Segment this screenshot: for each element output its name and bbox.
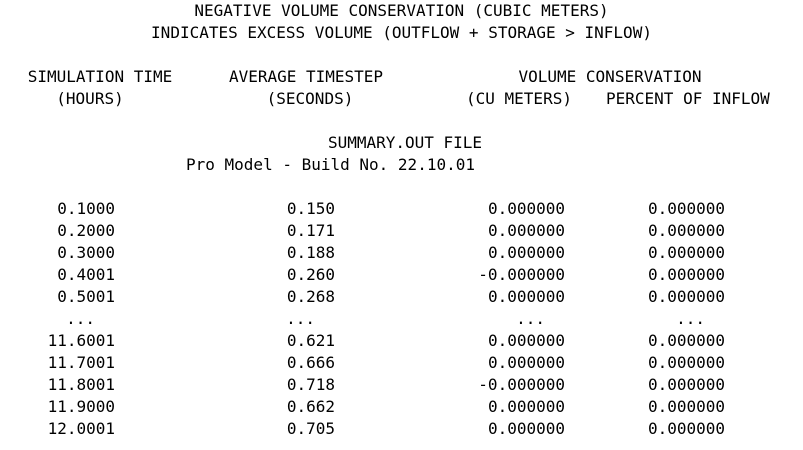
cell-sim-time: 11.8001 (47, 375, 115, 394)
cell-avg-timestep: 0.188 (286, 243, 335, 262)
cell-volume-cu-meters: 0.000000 (487, 243, 565, 262)
cell-avg-timestep: ... (286, 309, 315, 328)
sim-time-unit: (HOURS) (56, 89, 124, 108)
cell-avg-timestep: 0.662 (286, 397, 335, 416)
file-name: SUMMARY.OUT FILE (327, 133, 483, 152)
report-title-line-1: NEGATIVE VOLUME CONSERVATION (CUBIC METE… (194, 1, 609, 20)
percent-inflow-unit: PERCENT OF INFLOW (606, 89, 770, 108)
cell-percent-inflow: 0.000000 (647, 199, 725, 218)
cell-percent-inflow: 0.000000 (647, 331, 725, 350)
cell-sim-time: 11.9000 (47, 397, 115, 416)
cell-avg-timestep: 0.260 (286, 265, 335, 284)
cell-volume-cu-meters: -0.000000 (478, 375, 565, 394)
sim-time-header: SIMULATION TIME (27, 67, 173, 86)
cell-percent-inflow: 0.000000 (647, 287, 725, 306)
cell-avg-timestep: 0.150 (286, 199, 335, 218)
cell-avg-timestep: 0.268 (286, 287, 335, 306)
report-title-line-2: INDICATES EXCESS VOLUME (OUTFLOW + STORA… (151, 23, 652, 42)
avg-timestep-header: AVERAGE TIMESTEP (228, 67, 384, 86)
cell-percent-inflow: 0.000000 (647, 243, 725, 262)
cell-sim-time: 11.7001 (47, 353, 115, 372)
cell-avg-timestep: 0.171 (286, 221, 335, 240)
cell-volume-cu-meters: 0.000000 (487, 287, 565, 306)
cell-percent-inflow: 0.000000 (647, 353, 725, 372)
cell-sim-time: 0.1000 (57, 199, 115, 218)
cell-avg-timestep: 0.718 (286, 375, 335, 394)
cell-volume-cu-meters: -0.000000 (478, 265, 565, 284)
cell-avg-timestep: 0.705 (286, 419, 335, 438)
cell-volume-cu-meters: 0.000000 (487, 419, 565, 438)
cell-percent-inflow: 0.000000 (647, 221, 725, 240)
cell-sim-time: 12.0001 (47, 419, 115, 438)
cell-volume-cu-meters: 0.000000 (487, 331, 565, 350)
cell-sim-time: 11.6001 (47, 331, 115, 350)
cu-meters-unit: (CU METERS) (466, 89, 572, 108)
cell-avg-timestep: 0.666 (286, 353, 335, 372)
cell-percent-inflow: 0.000000 (647, 265, 725, 284)
build-info: Pro Model - Build No. 22.10.01 (186, 155, 475, 174)
cell-volume-cu-meters: ... (516, 309, 545, 328)
cell-volume-cu-meters: 0.000000 (487, 353, 565, 372)
cell-sim-time: 0.5001 (57, 287, 115, 306)
cell-percent-inflow: ... (676, 309, 705, 328)
cell-volume-cu-meters: 0.000000 (487, 397, 565, 416)
cell-sim-time: 0.3000 (57, 243, 115, 262)
cell-volume-cu-meters: 0.000000 (487, 199, 565, 218)
cell-percent-inflow: 0.000000 (647, 397, 725, 416)
volume-conservation-header: VOLUME CONSERVATION (518, 67, 702, 86)
cell-avg-timestep: 0.621 (286, 331, 335, 350)
cell-sim-time: ... (66, 309, 95, 328)
avg-timestep-unit: (SECONDS) (266, 89, 354, 108)
cell-volume-cu-meters: 0.000000 (487, 221, 565, 240)
cell-sim-time: 0.4001 (57, 265, 115, 284)
cell-percent-inflow: 0.000000 (647, 375, 725, 394)
cell-sim-time: 0.2000 (57, 221, 115, 240)
cell-percent-inflow: 0.000000 (647, 419, 725, 438)
